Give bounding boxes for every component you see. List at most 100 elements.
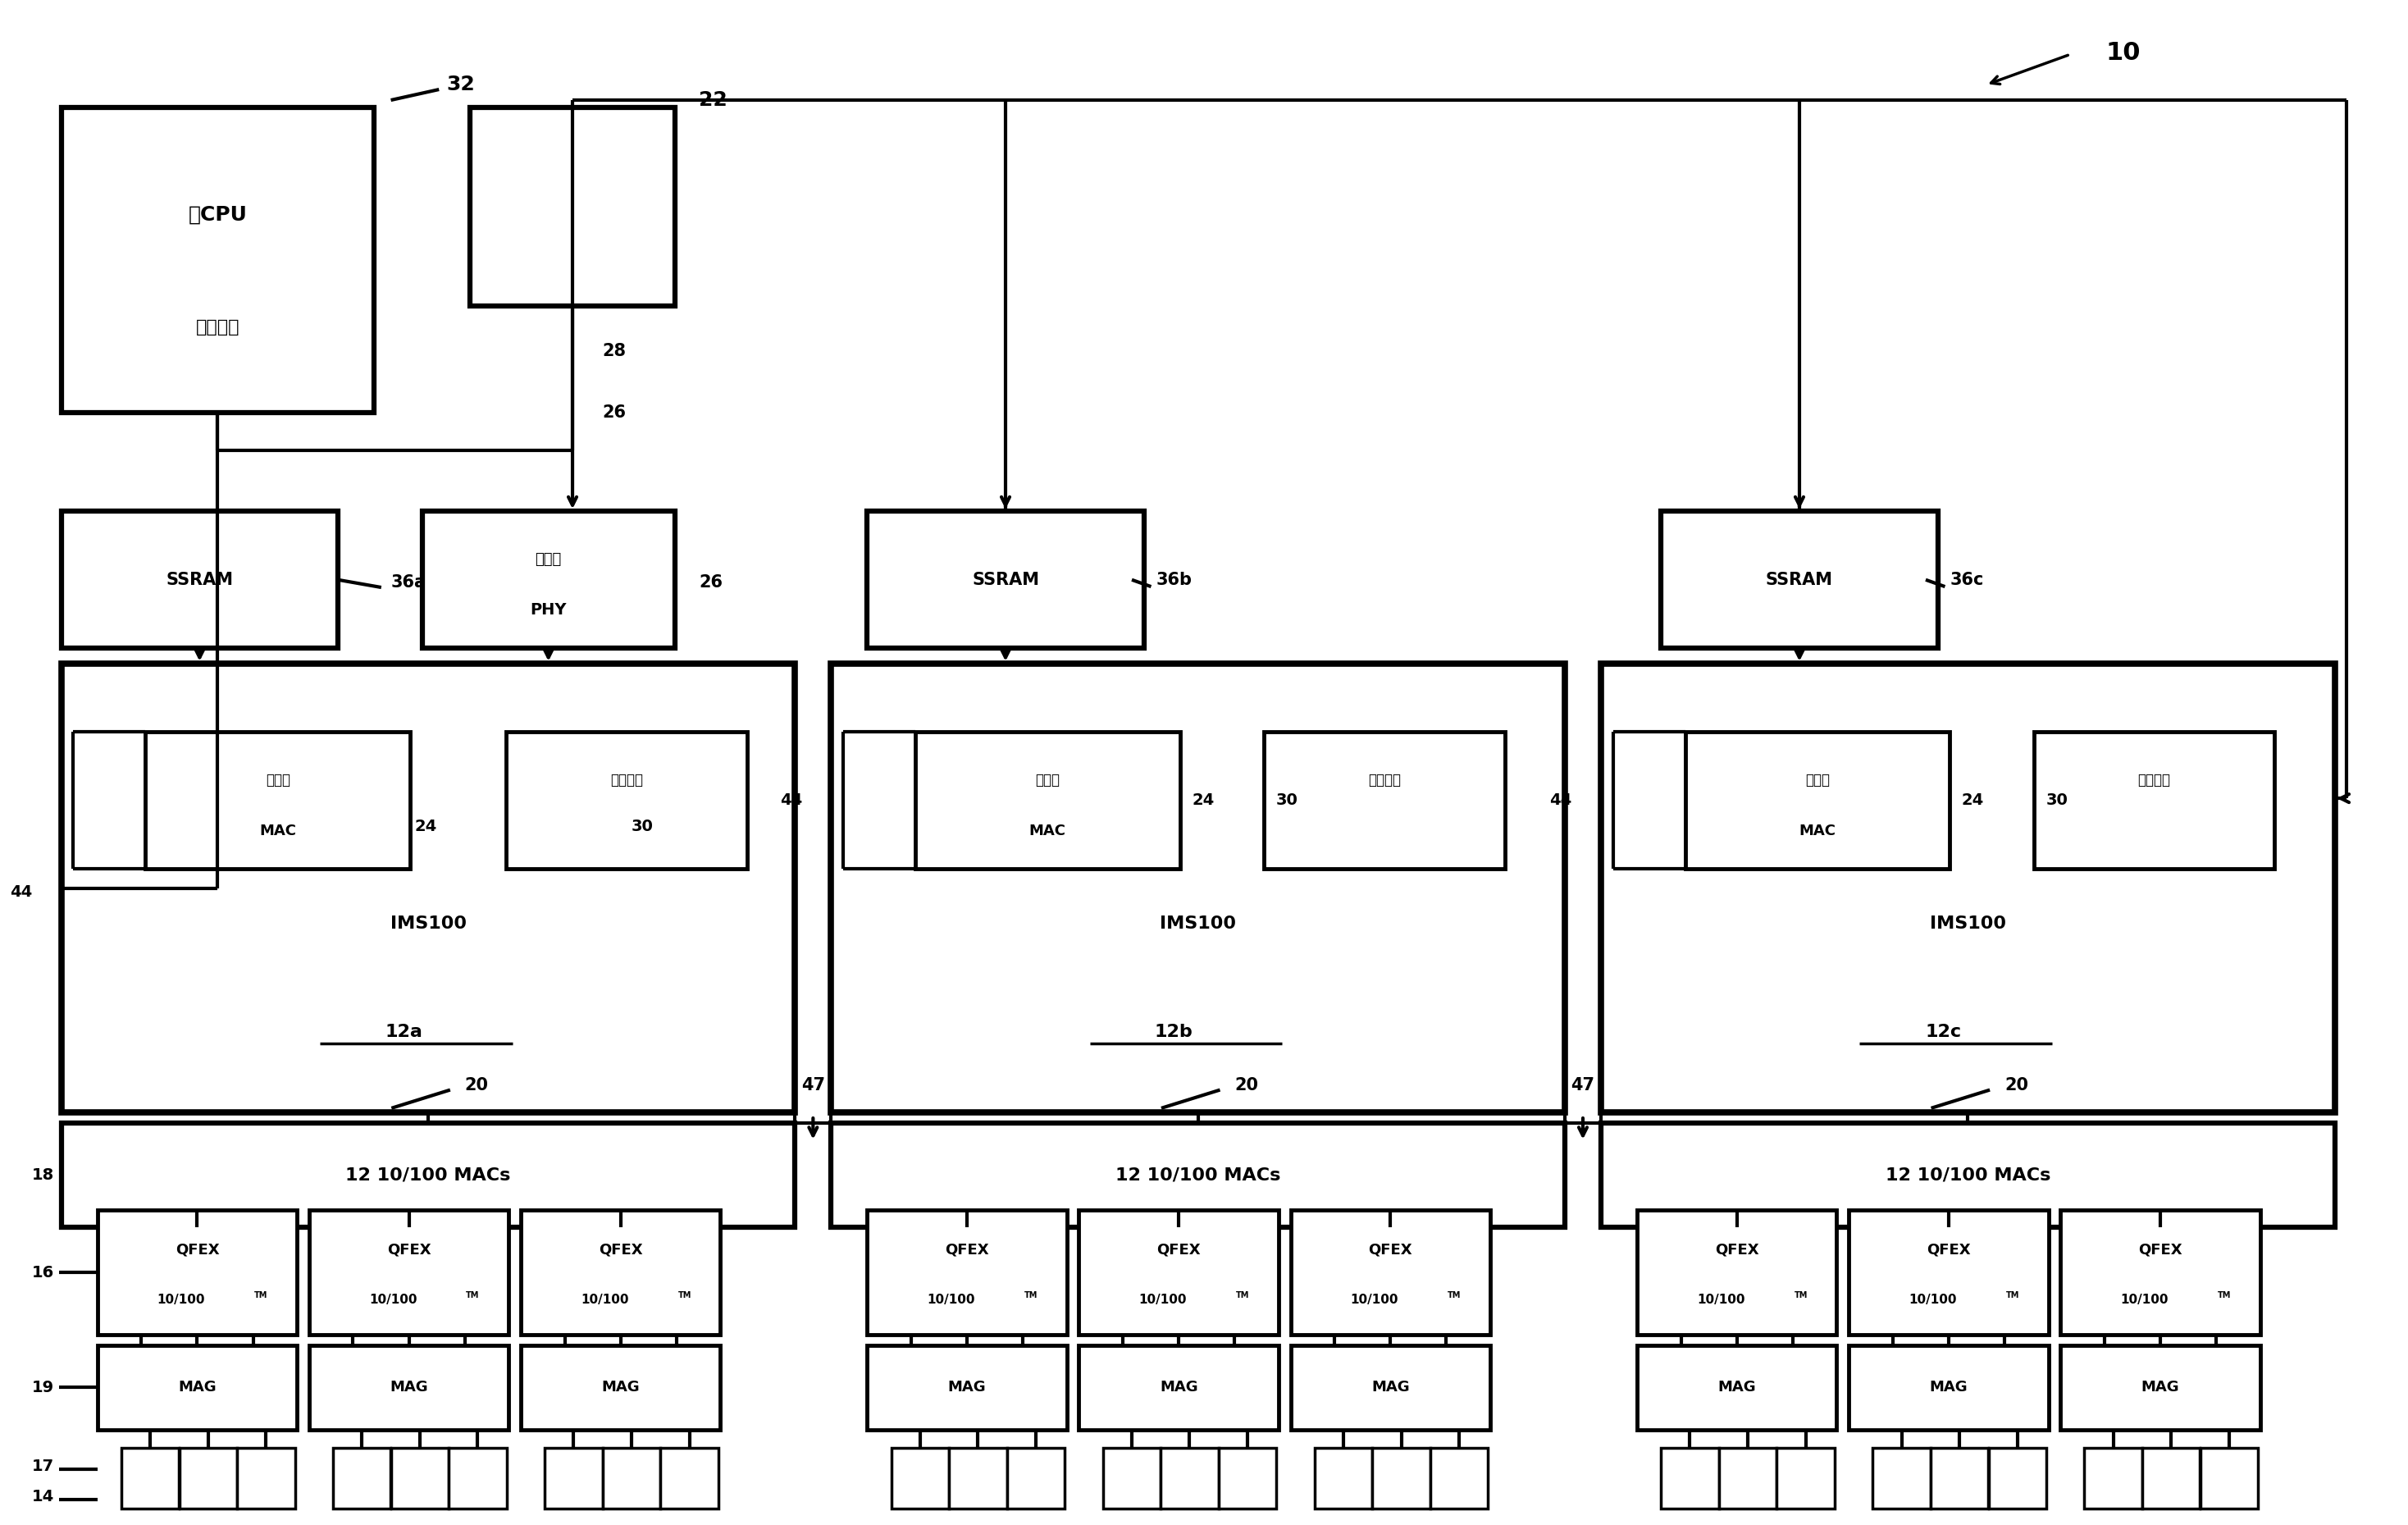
Text: 10/100: 10/100 xyxy=(2121,1293,2167,1307)
Text: 12 10/100 MACs: 12 10/100 MACs xyxy=(1115,1167,1281,1183)
Bar xyxy=(1637,1211,1837,1334)
Text: 30: 30 xyxy=(2047,793,2068,808)
Bar xyxy=(1079,1345,1279,1429)
Text: 12a: 12a xyxy=(385,1023,424,1040)
Text: IMS100: IMS100 xyxy=(1929,917,2006,932)
Text: MAG: MAG xyxy=(178,1380,217,1395)
Bar xyxy=(236,1447,294,1508)
Text: MAG: MAG xyxy=(949,1380,987,1395)
Text: 12c: 12c xyxy=(1926,1023,1963,1040)
Bar xyxy=(1777,1447,1835,1508)
Text: MAG: MAG xyxy=(2141,1380,2179,1395)
Text: 10/100: 10/100 xyxy=(368,1293,417,1307)
Text: MAC: MAC xyxy=(260,824,296,839)
Text: 20: 20 xyxy=(2003,1077,2028,1093)
Text: 32: 32 xyxy=(445,75,474,95)
Bar xyxy=(120,1447,178,1508)
Text: 10/100: 10/100 xyxy=(1910,1293,1958,1307)
Text: QFEX: QFEX xyxy=(388,1243,431,1258)
Bar xyxy=(1873,1447,1931,1508)
Bar xyxy=(1719,1447,1777,1508)
Bar xyxy=(831,1124,1565,1228)
Text: 扩展端口: 扩展端口 xyxy=(609,773,643,787)
Bar xyxy=(60,663,795,1113)
Bar xyxy=(1264,732,1505,869)
Bar xyxy=(949,1447,1007,1508)
Text: 24: 24 xyxy=(1192,793,1214,808)
Text: MAC: MAC xyxy=(1799,824,1835,839)
Bar xyxy=(421,511,674,648)
Text: 36c: 36c xyxy=(1950,572,1984,589)
Bar xyxy=(1662,511,1938,648)
Bar xyxy=(867,1345,1067,1429)
Bar xyxy=(1373,1447,1430,1508)
Text: 千兆位: 千兆位 xyxy=(1035,773,1060,787)
Text: 千兆位: 千兆位 xyxy=(1806,773,1830,787)
Text: 26: 26 xyxy=(698,575,722,592)
Bar xyxy=(96,1345,296,1429)
Bar xyxy=(2061,1345,2261,1429)
Text: IMS100: IMS100 xyxy=(1161,917,1235,932)
Text: 47: 47 xyxy=(1570,1077,1594,1093)
Bar xyxy=(470,108,674,305)
Text: MAG: MAG xyxy=(1161,1380,1197,1395)
Bar xyxy=(544,1447,602,1508)
Bar xyxy=(1849,1211,2049,1334)
Text: 主CPU: 主CPU xyxy=(188,204,248,224)
Text: SSRAM: SSRAM xyxy=(166,572,234,589)
Text: 20: 20 xyxy=(465,1077,489,1093)
Text: QFEX: QFEX xyxy=(1926,1243,1970,1258)
Bar xyxy=(1315,1447,1373,1508)
Bar xyxy=(1931,1447,1989,1508)
Text: 千兆位: 千兆位 xyxy=(265,773,289,787)
Text: 19: 19 xyxy=(31,1380,53,1395)
Text: TM: TM xyxy=(1447,1292,1462,1299)
Text: 扩展端口: 扩展端口 xyxy=(1368,773,1401,787)
Text: SSRAM: SSRAM xyxy=(973,572,1040,589)
Text: MAG: MAG xyxy=(1717,1380,1755,1395)
Text: QFEX: QFEX xyxy=(1714,1243,1758,1258)
Bar xyxy=(60,1124,795,1228)
Bar xyxy=(1161,1447,1218,1508)
Bar xyxy=(308,1345,508,1429)
Bar xyxy=(520,1345,720,1429)
Bar xyxy=(1637,1345,1837,1429)
Bar xyxy=(867,1211,1067,1334)
Bar xyxy=(1686,732,1950,869)
Bar xyxy=(390,1447,448,1508)
Text: PHY: PHY xyxy=(530,602,566,618)
Text: MAC: MAC xyxy=(1028,824,1067,839)
Text: 16: 16 xyxy=(31,1264,53,1281)
Text: QFEX: QFEX xyxy=(1156,1243,1202,1258)
Text: QFEX: QFEX xyxy=(1368,1243,1413,1258)
Bar xyxy=(332,1447,390,1508)
Bar xyxy=(1662,1447,1719,1508)
Bar xyxy=(915,732,1180,869)
Text: 47: 47 xyxy=(802,1077,826,1093)
Bar xyxy=(1291,1345,1491,1429)
Text: 12b: 12b xyxy=(1156,1023,1192,1040)
Text: 扩展端口: 扩展端口 xyxy=(2138,773,2170,787)
Bar xyxy=(1430,1447,1488,1508)
Text: 30: 30 xyxy=(1276,793,1298,808)
Text: TM: TM xyxy=(1235,1292,1250,1299)
Text: 10: 10 xyxy=(2107,41,2141,64)
Text: TM: TM xyxy=(1023,1292,1038,1299)
Bar xyxy=(1989,1447,2047,1508)
Bar xyxy=(867,511,1144,648)
Bar xyxy=(96,1211,296,1334)
Text: TM: TM xyxy=(1794,1292,1808,1299)
Bar xyxy=(448,1447,506,1508)
Text: 24: 24 xyxy=(414,819,438,834)
Bar xyxy=(506,732,746,869)
Text: 24: 24 xyxy=(1963,793,1984,808)
Text: 12 10/100 MACs: 12 10/100 MACs xyxy=(347,1167,510,1183)
Text: TM: TM xyxy=(2218,1292,2230,1299)
Text: QFEX: QFEX xyxy=(2138,1243,2182,1258)
Bar xyxy=(2143,1447,2201,1508)
Text: 10/100: 10/100 xyxy=(1698,1293,1746,1307)
Bar xyxy=(1291,1211,1491,1334)
Bar xyxy=(891,1447,949,1508)
Text: 30: 30 xyxy=(631,819,653,834)
Bar xyxy=(2035,732,2276,869)
